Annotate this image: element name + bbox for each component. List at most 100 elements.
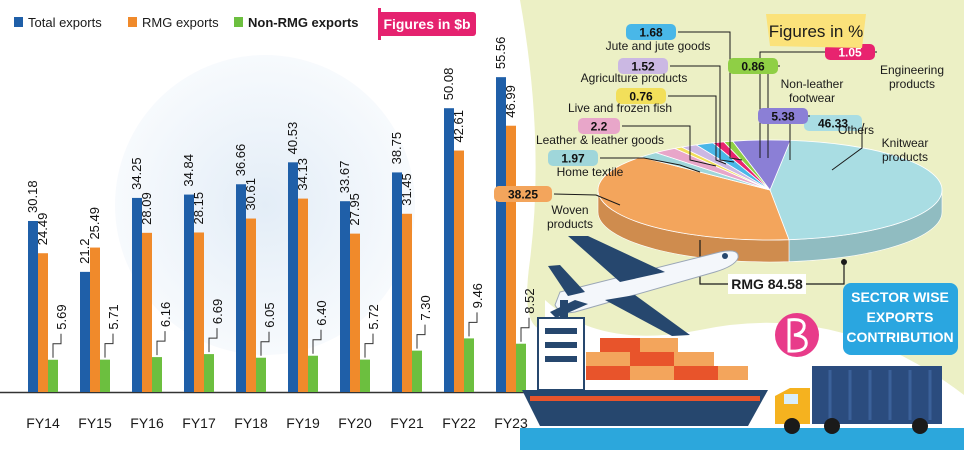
pie-leader-line xyxy=(670,65,735,163)
unit-badge-billion: Figures in $b xyxy=(378,8,476,40)
pie-value-badge xyxy=(548,150,598,166)
pie-value-label: 0.86 xyxy=(741,60,765,74)
bar-rmg-exports xyxy=(454,150,464,392)
data-label: 9.46 xyxy=(470,283,485,308)
x-tick-label: FY15 xyxy=(78,415,112,431)
pie-value-badge xyxy=(825,44,875,60)
pie-value-badge xyxy=(616,88,666,104)
pie-value-badge xyxy=(618,58,668,74)
pie-slice-label: Engineering products xyxy=(880,63,944,91)
bar-total-exports xyxy=(236,184,246,392)
pie-leader-line xyxy=(600,157,701,173)
bar-rmg-exports xyxy=(246,218,256,392)
title-box: SECTOR WISE EXPORTS CONTRIBUTION xyxy=(843,283,958,355)
bar-total-exports xyxy=(444,108,454,393)
pie-slice xyxy=(769,139,943,241)
leader-line xyxy=(52,333,62,358)
pie-leader-line xyxy=(553,193,621,206)
pie-slice-label: Leather & leather goods xyxy=(536,133,664,147)
pie-value-label: 1.05 xyxy=(838,46,862,60)
pie-slice xyxy=(597,156,790,241)
pie-leader-line xyxy=(668,95,727,165)
rmg-total-label: RMG 84.58 xyxy=(731,276,803,292)
truck-icon xyxy=(775,366,942,434)
bar-non-rmg-exports xyxy=(100,359,110,392)
leader-line xyxy=(416,324,426,349)
pie-chart: 46.33 Knitwear products 38.25 Woven products 1… xyxy=(494,24,944,263)
bar-non-rmg-exports xyxy=(152,357,162,392)
bar-rmg-exports xyxy=(194,232,204,392)
leader-line xyxy=(208,328,218,353)
x-tick-label: FY18 xyxy=(234,415,268,431)
data-label: 6.69 xyxy=(210,299,225,324)
bar-chart-legend: Total exports RMG exports Non-RMG exports xyxy=(14,15,359,30)
bar-non-rmg-exports xyxy=(48,359,58,392)
data-label: 24.49 xyxy=(35,213,50,246)
cargo-ship-icon xyxy=(522,300,768,426)
data-label: 34.25 xyxy=(129,157,144,190)
leader-line xyxy=(468,312,478,337)
bar-non-rmg-exports xyxy=(516,343,526,392)
pie-value-label: 5.38 xyxy=(771,110,795,124)
legend-label: Total exports xyxy=(28,15,102,30)
bar-non-rmg-exports xyxy=(412,350,422,392)
x-tick-label: FY22 xyxy=(442,415,476,431)
leader-line xyxy=(312,329,322,354)
pie-value-label: 46.33 xyxy=(818,117,848,131)
data-label: 50.08 xyxy=(441,68,456,101)
pie-value-badge xyxy=(804,115,862,131)
data-label: 6.05 xyxy=(262,302,277,327)
pie-value-label: 2.2 xyxy=(591,120,608,134)
pie-value-label: 1.97 xyxy=(561,152,585,166)
data-label: 8.52 xyxy=(522,288,537,313)
title-line: SECTOR WISE xyxy=(851,289,949,305)
right-panel-edge xyxy=(520,0,545,330)
data-label: 5.71 xyxy=(106,304,121,329)
x-tick-label: FY14 xyxy=(26,415,60,431)
data-label: 30.61 xyxy=(243,178,258,211)
data-label: 34.13 xyxy=(295,158,310,191)
pie-slice-label: Live and frozen fish xyxy=(568,101,672,115)
bar-rmg-exports xyxy=(402,213,412,392)
bar-rmg-exports xyxy=(298,198,308,392)
pie-leader-line xyxy=(759,51,877,158)
data-label: 5.72 xyxy=(366,304,381,329)
pie-slice-label: Agriculture products xyxy=(581,71,688,85)
legend-label: RMG exports xyxy=(142,15,219,30)
x-tick-label: FY16 xyxy=(130,415,164,431)
sea-icon xyxy=(520,428,964,450)
rmg-total-callout: RMG 84.58 xyxy=(699,240,847,294)
bar-total-exports xyxy=(28,220,38,392)
pie-slice-label: Home textile xyxy=(557,165,624,179)
leader-line xyxy=(520,317,530,342)
pie-slice xyxy=(732,139,792,191)
bar-rmg-exports xyxy=(142,232,152,392)
bar-non-rmg-exports xyxy=(308,355,318,392)
bar-non-rmg-exports xyxy=(360,359,370,392)
data-label: 46.99 xyxy=(503,85,518,118)
pie-slice-label: Others xyxy=(838,123,874,137)
pie-value-label: 1.52 xyxy=(631,60,655,74)
unit-label-percent: Figures in % xyxy=(769,22,863,41)
data-label: 30.18 xyxy=(25,180,40,213)
legend-label: Non-RMG exports xyxy=(248,15,359,30)
bar-total-exports xyxy=(132,197,142,392)
bar-total-exports xyxy=(80,271,90,392)
x-tick-label: FY17 xyxy=(182,415,216,431)
bar-rmg-exports xyxy=(350,233,360,392)
data-label: 21.2 xyxy=(77,239,92,264)
title-line: CONTRIBUTION xyxy=(846,329,953,345)
data-label: 6.40 xyxy=(314,300,329,325)
pie-slice-label: Woven products xyxy=(547,203,593,231)
data-label: 55.56 xyxy=(493,37,508,70)
bar-total-exports xyxy=(340,201,350,392)
data-label: 5.69 xyxy=(54,304,69,329)
bar-non-rmg-exports xyxy=(464,338,474,392)
data-label: 36.66 xyxy=(233,144,248,177)
data-label: 25.49 xyxy=(87,207,102,240)
leader-line xyxy=(156,331,166,356)
title-line: EXPORTS xyxy=(867,309,934,325)
legend-swatch xyxy=(234,17,243,27)
